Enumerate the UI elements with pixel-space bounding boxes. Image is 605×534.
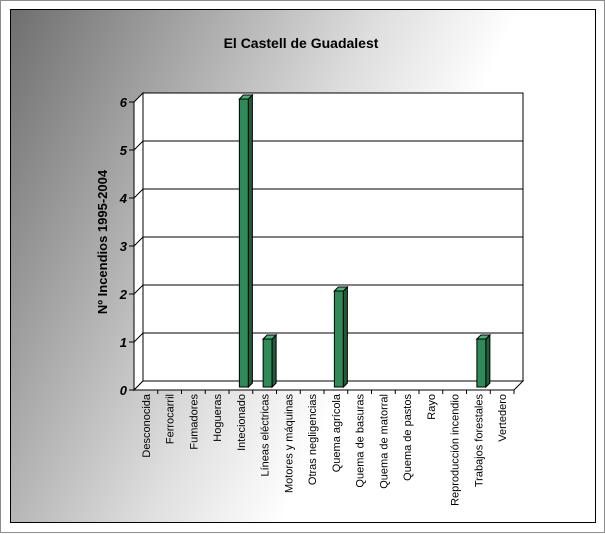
bar-side [342, 285, 348, 389]
y-axis-ticks: 0 1 2 3 4 5 6 [119, 95, 134, 398]
x-tick-label: Motores y máquinas [283, 394, 295, 494]
x-tick-label: Hogueras [212, 394, 224, 442]
y-tick-label: 5 [120, 143, 128, 158]
chart-title: El Castell de Guadalest [224, 35, 379, 51]
bars [238, 93, 492, 389]
x-tick-label: Intecionado [236, 394, 248, 451]
gridline-side [133, 332, 144, 343]
x-tick-label: Desconocida [141, 393, 153, 457]
x-tick-label: Quema de basuras [355, 394, 367, 488]
bar-side [271, 333, 277, 389]
bar-top [238, 94, 254, 100]
gridline-side [133, 140, 144, 151]
plot-area [132, 91, 525, 392]
x-tick-label: Quema de pastos [402, 394, 414, 481]
y-tick-label: 0 [120, 383, 128, 398]
x-tick-label: Otras negligencias [307, 394, 319, 486]
bar-side [485, 333, 491, 389]
x-tick-label: Líneas eléctricas [260, 394, 272, 477]
y-tick-label: 1 [120, 335, 127, 350]
bar-front [262, 338, 273, 388]
bar-top [333, 286, 349, 292]
x-tick-label: Vertedero [497, 394, 509, 442]
x-tick-label: Reproducción incendio [450, 394, 462, 506]
x-axis-labels: Desconocida Ferrocarril Fumadores Hogueras I… [141, 390, 515, 506]
y-tick-label: 6 [120, 95, 128, 110]
bar-top [475, 334, 492, 340]
y-axis-title: Nº Incendios 1995-2004 [95, 169, 110, 314]
gridline-side [133, 284, 144, 295]
bar [238, 93, 254, 389]
x-tick-label: Ferrocarril [165, 394, 177, 444]
x-tick-label: Quema agrícola [331, 393, 343, 472]
y-tick-label: 4 [119, 191, 128, 206]
bar [333, 285, 349, 389]
gridline-side [133, 188, 144, 199]
x-tick-label: Quema de matorral [378, 394, 390, 489]
bar-side [247, 93, 253, 389]
y-tick-label: 2 [119, 287, 128, 302]
bar [475, 333, 492, 389]
x-tick-label: Fumadores [188, 394, 200, 450]
floor [132, 380, 525, 391]
y-tick-label: 3 [120, 239, 128, 254]
bar [261, 333, 278, 389]
bar-front [333, 290, 344, 388]
gridline-side [133, 236, 144, 247]
x-tick-label: Rayo [426, 394, 438, 420]
bar-front [238, 98, 249, 388]
x-tick-label: Trabajos forestales [473, 394, 485, 488]
bar-front [476, 338, 487, 388]
bar-top [261, 334, 278, 340]
